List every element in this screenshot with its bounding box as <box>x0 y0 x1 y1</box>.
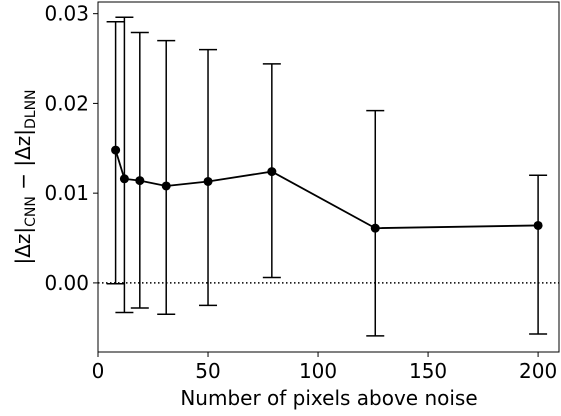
y-label-sub: CNN <box>23 196 39 227</box>
y-tick-label: 0.01 <box>44 181 89 205</box>
data-point <box>119 174 129 184</box>
data-point <box>370 223 380 233</box>
y-tick-label: 0.02 <box>44 91 89 115</box>
x-tick-label: 0 <box>92 359 105 383</box>
data-point <box>267 167 277 177</box>
data-point <box>161 181 171 191</box>
y-label-part: − |Δz| <box>11 129 35 196</box>
plot-frame <box>97 1 560 353</box>
y-label-part: |Δz| <box>11 227 35 265</box>
data-line <box>114 149 539 230</box>
x-tick-label: 100 <box>299 359 337 383</box>
y-tick-label: 0.03 <box>44 2 89 26</box>
data-point <box>533 220 543 230</box>
x-axis-label: Number of pixels above noise <box>180 386 477 410</box>
y-label-sub: DLNN <box>23 89 39 129</box>
data-point <box>203 176 213 186</box>
x-tick-label: 50 <box>195 359 220 383</box>
y-axis-label: |Δz|CNN − |Δz|DLNN <box>11 89 39 264</box>
x-tick-label: 150 <box>409 359 447 383</box>
data-point <box>135 176 145 186</box>
data-point <box>111 145 121 155</box>
x-tick-label: 200 <box>519 359 557 383</box>
y-tick-label: 0.00 <box>44 271 89 295</box>
